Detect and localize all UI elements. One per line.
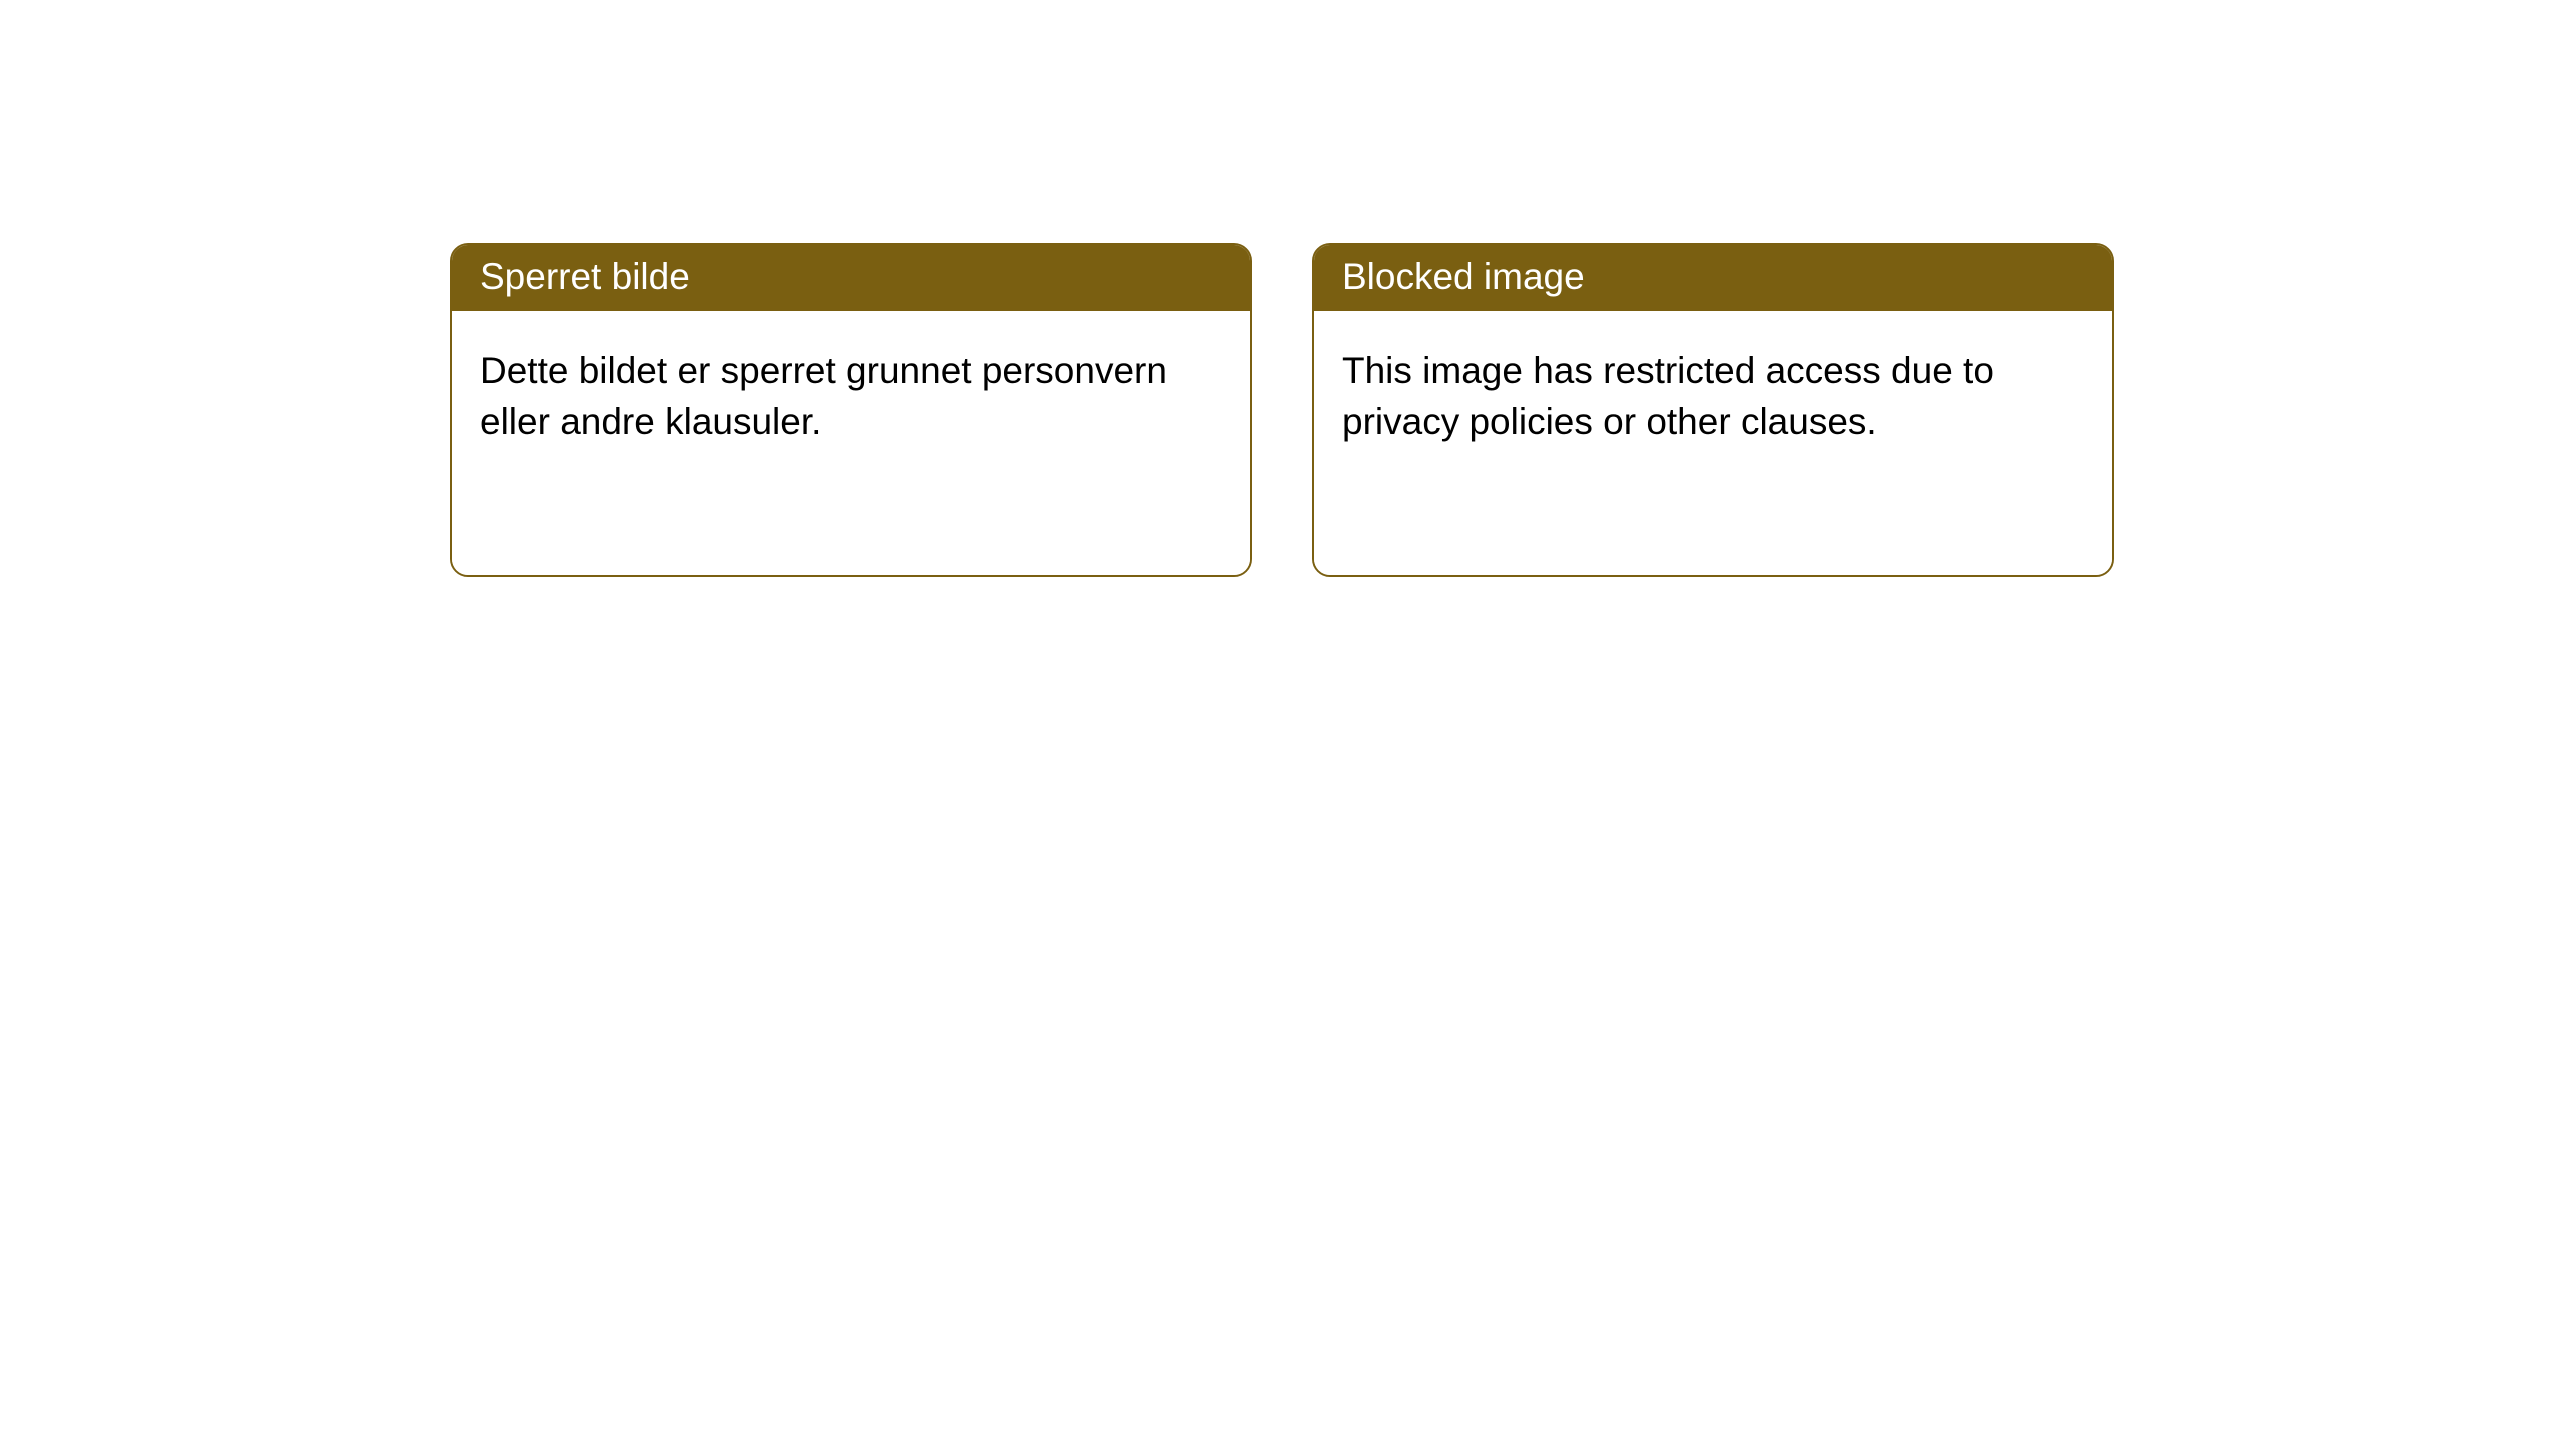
notice-body-no: Dette bildet er sperret grunnet personve… — [452, 311, 1250, 575]
notice-title-no: Sperret bilde — [452, 245, 1250, 311]
notice-card-en: Blocked image This image has restricted … — [1312, 243, 2114, 577]
notice-body-en: This image has restricted access due to … — [1314, 311, 2112, 575]
notice-container: Sperret bilde Dette bildet er sperret gr… — [0, 0, 2560, 577]
notice-card-no: Sperret bilde Dette bildet er sperret gr… — [450, 243, 1252, 577]
notice-title-en: Blocked image — [1314, 245, 2112, 311]
